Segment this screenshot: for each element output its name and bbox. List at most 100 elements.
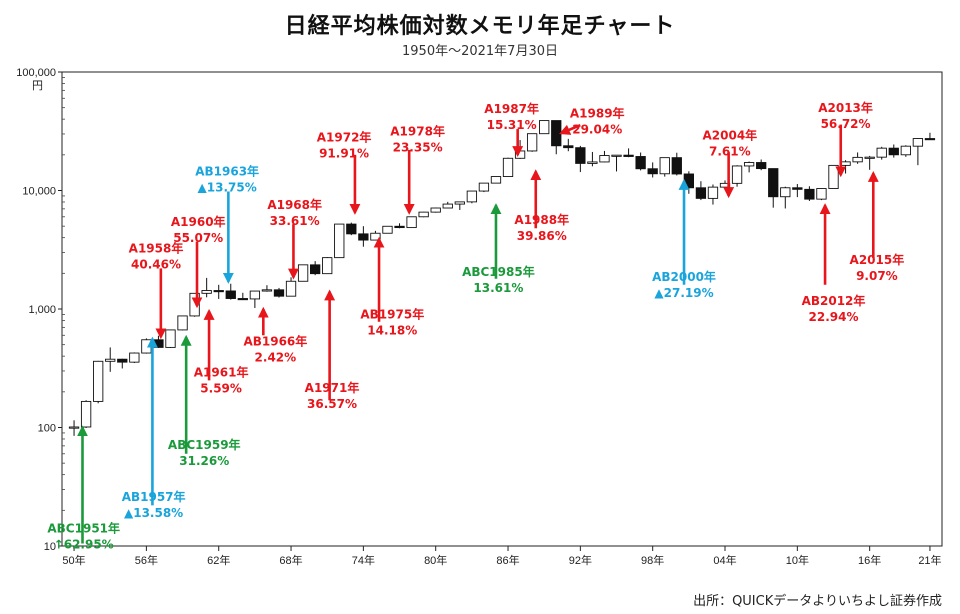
candle [864, 155, 875, 170]
candle-body [635, 156, 646, 170]
annotation-label-line: 29.04% [572, 122, 622, 136]
annotation-label-line: A1972年 [317, 129, 372, 144]
candle [900, 145, 911, 157]
candle-body [177, 315, 188, 331]
annotation-label-line: A2013年 [818, 100, 873, 115]
candle-body [864, 156, 875, 159]
annotation-a1960: A1960年 55.07% [171, 214, 226, 309]
candle-body [322, 257, 333, 275]
annotation-label-line: A1988年 [514, 212, 569, 227]
candle-body [442, 203, 453, 209]
annotation-ab2012: AB2012年 22.94% [802, 203, 866, 324]
annotation-abc1985: ABC1985年 13.61% [462, 203, 535, 295]
candle [924, 132, 936, 141]
candle-body [454, 201, 465, 205]
annotation-label-line: 31.26% [179, 454, 229, 468]
candle-body [285, 280, 297, 297]
candle [261, 285, 273, 292]
candle-body [309, 264, 321, 275]
candle [105, 347, 116, 372]
annotation-label-line: A1978年 [390, 124, 445, 139]
candle [309, 261, 321, 276]
candle-body [707, 186, 719, 199]
annotation-a1961: A1961年 5.59% [194, 308, 248, 395]
candle [780, 186, 791, 209]
annotation-label-line: ABC1985年 [462, 264, 535, 279]
candle [876, 146, 887, 160]
candle [575, 145, 586, 173]
candle [442, 201, 453, 209]
annotation-label-line: A1958年 [129, 240, 184, 255]
candle-body [924, 138, 936, 141]
annotation-label-line: AB2012年 [802, 293, 866, 308]
candle [237, 292, 248, 301]
x-tick-label: 68年 [279, 553, 302, 567]
candle-body [900, 145, 911, 156]
candle [346, 222, 357, 236]
annotation-label-line: 40.46% [131, 257, 181, 271]
candle-body [93, 360, 104, 402]
candle-body [297, 264, 309, 282]
candle [165, 329, 176, 348]
x-tick-label: 04年 [713, 553, 736, 567]
candle [297, 264, 309, 282]
annotation-label-line: ABC1951年 [47, 520, 120, 535]
candle-body [780, 187, 791, 198]
annotation-label-line: 22.94% [809, 310, 859, 324]
candle [201, 277, 212, 298]
candle [792, 184, 803, 198]
candle-body [201, 290, 212, 294]
candle-body [129, 352, 140, 363]
candle [912, 138, 924, 166]
candle-body [80, 400, 92, 428]
candle [418, 211, 429, 218]
annotation-label-line: A1987年 [484, 101, 539, 116]
candle-body [526, 133, 538, 152]
candle [563, 138, 574, 152]
candle [683, 171, 695, 194]
candle [599, 150, 610, 163]
annotation-a1988: A1988年 39.86% [514, 169, 569, 243]
candle [840, 160, 851, 174]
x-tick-label: 56年 [135, 553, 158, 567]
annotation-label-line: A1968年 [267, 197, 322, 212]
candle-body [671, 157, 682, 175]
x-tick-label: 16年 [858, 553, 881, 567]
annotation-label-line: ▲13.58% [124, 506, 183, 520]
candle-body [575, 147, 586, 164]
candle [659, 157, 670, 177]
annotation-ab1975: AB1975年 14.18% [360, 236, 424, 338]
candle-body [490, 176, 502, 184]
candle [707, 184, 719, 205]
annotation-label-line: ↑62.95% [54, 537, 114, 551]
x-tick-label: 62年 [207, 553, 230, 567]
candle-body [659, 157, 670, 175]
annotation-a2004: A2004年 7.61% [702, 127, 757, 199]
candle-body [587, 161, 598, 164]
candle-body [430, 207, 441, 213]
candle [68, 420, 80, 436]
annotation-label-line: 55.07% [173, 231, 223, 245]
candle [117, 358, 128, 369]
candle-body [466, 190, 478, 203]
chart-title: 日経平均株価対数メモリ年足チャート [284, 14, 676, 39]
annotation-ab1966: AB1966年 2.42% [243, 306, 307, 365]
candle-body [213, 290, 224, 293]
annotation-label-line: ABC1959年 [168, 437, 241, 452]
candle [756, 159, 767, 171]
x-tick-label: 50年 [62, 553, 85, 567]
candle [430, 207, 441, 213]
annotation-a2015: A2015年 9.07% [850, 170, 904, 283]
candle-body [382, 225, 393, 234]
candle-body [731, 165, 743, 184]
candle [249, 290, 261, 308]
annotation-label-line: 33.61% [270, 214, 320, 228]
candle-body [551, 120, 562, 147]
candle [93, 360, 104, 404]
candle-body [804, 188, 815, 200]
candle [370, 230, 381, 241]
candle-body [683, 173, 695, 189]
annotation-a1971: A1971年 36.57% [305, 289, 359, 411]
candle [611, 154, 622, 172]
candle [80, 400, 92, 429]
